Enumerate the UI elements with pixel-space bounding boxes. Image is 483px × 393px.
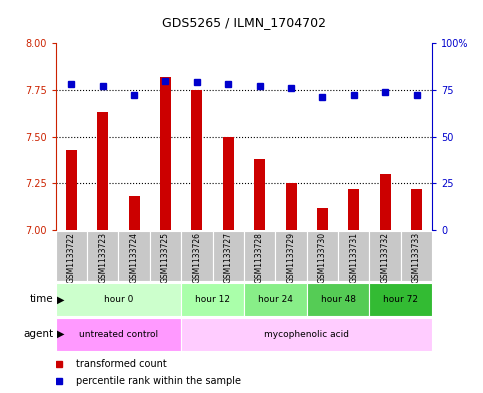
Text: hour 72: hour 72 (384, 295, 418, 304)
Bar (150, 231, 181, 281)
Text: GSM1133723: GSM1133723 (98, 232, 107, 283)
Text: GSM1133727: GSM1133727 (224, 232, 233, 283)
Bar (244, 231, 275, 281)
Text: mycophenolic acid: mycophenolic acid (264, 330, 349, 339)
Bar (338, 231, 369, 281)
Bar (223, 136, 234, 230)
Text: GDS5265 / ILMN_1704702: GDS5265 / ILMN_1704702 (162, 16, 326, 29)
Text: GSM1133725: GSM1133725 (161, 232, 170, 283)
Text: untreated control: untreated control (79, 330, 158, 339)
Bar (307, 231, 338, 281)
Bar (181, 318, 432, 351)
Text: agent: agent (23, 329, 53, 339)
Text: GSM1133730: GSM1133730 (318, 232, 327, 283)
Bar (56, 283, 181, 316)
Bar (285, 183, 297, 230)
Text: hour 0: hour 0 (104, 295, 133, 304)
Text: time: time (29, 294, 53, 304)
Text: GSM1133722: GSM1133722 (67, 232, 76, 283)
Bar (56, 231, 87, 281)
Bar (307, 283, 369, 316)
Text: hour 12: hour 12 (195, 295, 230, 304)
Bar (97, 112, 108, 230)
Text: hour 24: hour 24 (258, 295, 293, 304)
Bar (128, 196, 140, 230)
Bar (66, 150, 77, 230)
Bar (87, 231, 118, 281)
Text: GSM1133729: GSM1133729 (286, 232, 296, 283)
Text: GSM1133726: GSM1133726 (192, 232, 201, 283)
Bar (56, 318, 181, 351)
Bar (348, 189, 359, 230)
Bar (275, 231, 307, 281)
Bar (181, 283, 244, 316)
Bar (401, 231, 432, 281)
Bar (244, 283, 307, 316)
Bar (380, 174, 391, 230)
Text: ▶: ▶ (57, 294, 64, 304)
Text: percentile rank within the sample: percentile rank within the sample (76, 376, 242, 386)
Bar (369, 283, 432, 316)
Bar (160, 77, 171, 230)
Bar (118, 231, 150, 281)
Text: GSM1133732: GSM1133732 (381, 232, 390, 283)
Bar (213, 231, 244, 281)
Text: GSM1133724: GSM1133724 (129, 232, 139, 283)
Text: GSM1133728: GSM1133728 (255, 232, 264, 283)
Text: GSM1133731: GSM1133731 (349, 232, 358, 283)
Text: GSM1133733: GSM1133733 (412, 232, 421, 283)
Text: transformed count: transformed count (76, 358, 167, 369)
Bar (191, 90, 202, 230)
Text: ▶: ▶ (57, 329, 64, 339)
Bar (369, 231, 401, 281)
Bar (411, 189, 422, 230)
Bar (181, 231, 213, 281)
Text: hour 48: hour 48 (321, 295, 355, 304)
Bar (317, 208, 328, 230)
Bar (254, 159, 265, 230)
